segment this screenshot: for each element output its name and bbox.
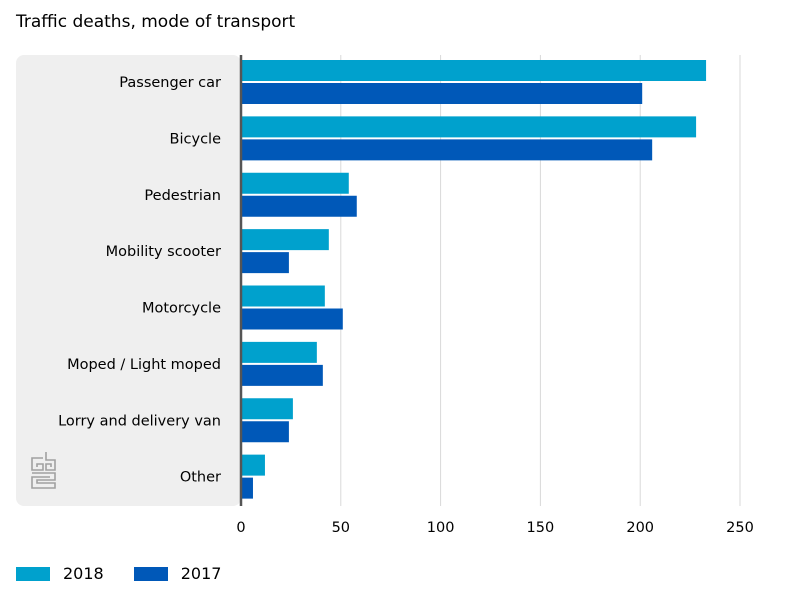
bars-group [241,60,707,499]
cbs-logo [31,452,56,489]
x-tick-label: 50 [332,520,350,536]
category-label: Motorcycle [142,301,221,317]
category-panel [16,55,241,506]
category-label: Other [180,470,221,486]
x-tick-labels: 0 50 100 150 200 250 [236,520,753,536]
category-labels: Passenger car Bicycle Pedestrian Mobility s… [58,75,221,486]
bar-2018-motorcycle [241,285,325,307]
bar-2018-lorry-and-delivery-van [241,398,293,420]
bar-2017-passenger-car [241,83,643,104]
x-tick-label: 150 [527,520,555,536]
bar-2018-other [241,454,265,476]
category-label: Mobility scooter [106,244,221,260]
legend-swatch-2018 [16,566,50,581]
bar-2017-lorry-and-delivery-van [241,421,289,443]
bar-2018-pedestrian [241,172,349,194]
x-tick-label: 100 [427,520,455,536]
category-label: Passenger car [119,75,221,91]
legend-swatch-2017 [133,566,168,581]
x-tick-label: 250 [726,520,754,536]
legend-item-2017: 2017 [133,564,222,583]
bar-2018-bicycle [241,116,697,138]
category-label: Moped / Light moped [67,357,221,373]
bar-2017-bicycle [241,139,653,161]
legend-item-2018: 2018 [16,564,104,583]
bar-2018-moped-light-moped [241,341,317,363]
legend-label-2018: 2018 [63,564,104,583]
grid-lines [340,55,741,506]
bar-2017-other [241,477,253,499]
bar-2017-motorcycle [241,308,343,330]
bar-2017-moped-light-moped [241,364,323,386]
category-label: Lorry and delivery van [58,413,221,429]
category-label: Bicycle [170,131,222,147]
bar-2018-mobility-scooter [241,229,329,251]
x-tick-label: 200 [626,520,654,536]
legend: 2018 2017 [16,564,251,583]
legend-label-2017: 2017 [180,564,222,583]
chart-title: Traffic deaths, mode of transport [16,12,296,32]
category-label: Pedestrian [144,188,221,204]
bar-2017-mobility-scooter [241,252,289,274]
bar-2017-pedestrian [241,195,357,217]
x-tick-label: 0 [236,520,245,536]
bar-2018-passenger-car [241,60,707,81]
